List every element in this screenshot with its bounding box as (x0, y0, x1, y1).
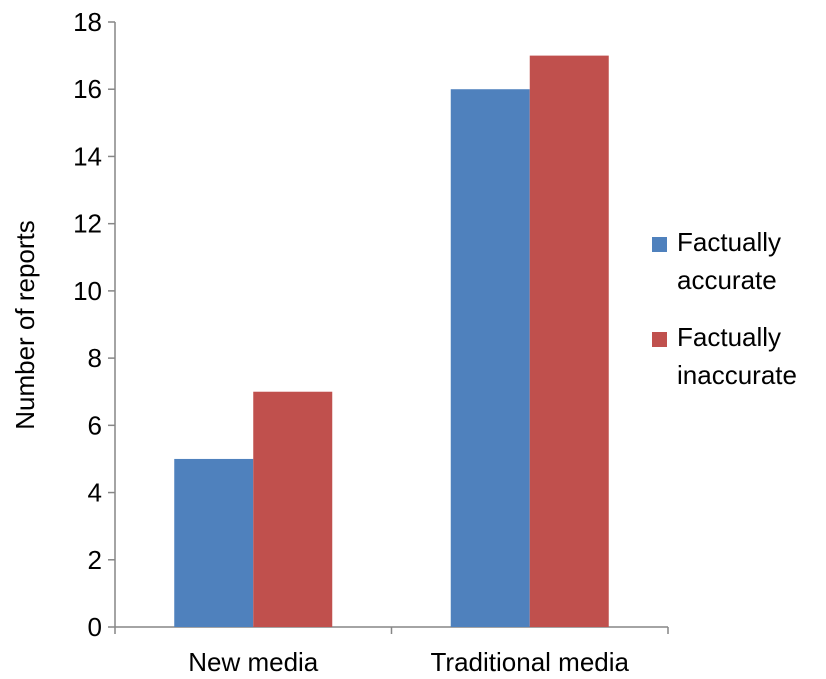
legend-swatch (652, 237, 667, 252)
x-tick-label: New media (188, 647, 319, 677)
y-tick-label: 18 (73, 7, 102, 37)
y-tick-label: 14 (73, 141, 102, 171)
bar (174, 458, 254, 627)
bar (529, 55, 609, 628)
y-tick-label: 8 (88, 343, 102, 373)
plot-area: 0 2 4 6 8 10 12 14 16 18 New media Traditional medi… (73, 7, 669, 677)
legend-label: Factually (677, 227, 781, 257)
bar (450, 89, 530, 627)
x-tick-label: Traditional media (431, 647, 630, 677)
y-tick-label: 6 (88, 410, 102, 440)
legend-label: inaccurate (677, 360, 797, 390)
y-tick-label: 16 (73, 74, 102, 104)
y-tick-label: 4 (88, 478, 102, 508)
bar (253, 391, 333, 627)
y-tick-label: 2 (88, 545, 102, 575)
legend-swatch (652, 332, 667, 347)
legend-label: accurate (677, 265, 777, 295)
y-tick-label: 12 (73, 209, 102, 239)
legend: Factually accurate Factually inaccurate (652, 227, 797, 390)
y-axis-title: Number of reports (10, 220, 40, 430)
y-tick-label: 10 (73, 276, 102, 306)
y-tick-label: 0 (88, 612, 102, 642)
legend-label: Factually (677, 322, 781, 352)
